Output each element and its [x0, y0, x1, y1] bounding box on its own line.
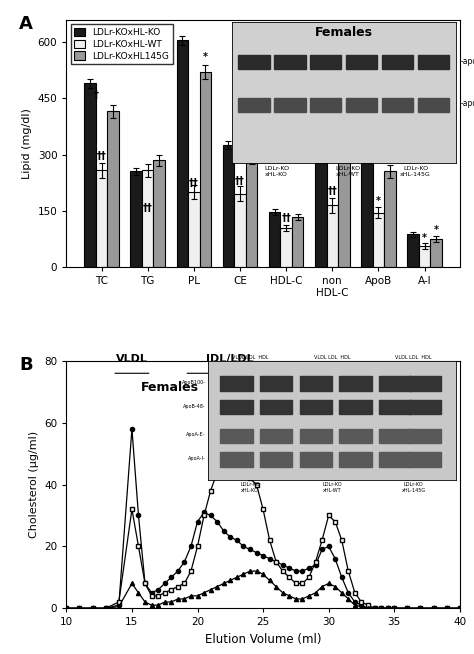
Line: LDLr-KOxHL-KO: LDLr-KOxHL-KO	[64, 427, 462, 610]
Text: *: *	[422, 233, 427, 243]
Bar	[200, 72, 211, 267]
LDLr-KOxHL-WT	[201, 511, 207, 519]
Line: LDLr-KOxHL145G: LDLr-KOxHL145G	[64, 569, 462, 610]
Text: Females: Females	[141, 381, 199, 394]
Bar	[188, 192, 200, 267]
Text: ††: ††	[97, 151, 107, 162]
LDLr-KOxHL-WT	[195, 542, 201, 550]
Bar	[292, 217, 303, 267]
Bar	[223, 145, 234, 267]
LDLr-KOxHL-WT	[319, 536, 325, 544]
LDLr-KOxHL145G	[247, 567, 253, 575]
LDLr-KOxHL-KO	[319, 545, 325, 553]
Text: *: *	[376, 196, 381, 206]
Text: IDL/LDL: IDL/LDL	[207, 354, 254, 364]
Bar	[384, 171, 396, 267]
LDLr-KOxHL-KO	[208, 511, 213, 519]
LDLr-KOxHL-WT	[168, 586, 174, 594]
LDLr-KOxHL-KO	[444, 604, 449, 612]
LDLr-KOxHL-KO	[339, 574, 345, 581]
LDLr-KOxHL145G	[444, 604, 449, 612]
LDLr-KOxHL-WT	[444, 604, 449, 612]
LDLr-KOxHL145G	[319, 583, 325, 591]
LDLr-KOxHL145G	[201, 589, 207, 596]
Bar	[338, 149, 350, 267]
Bar	[269, 212, 281, 267]
Text: VLDL: VLDL	[116, 354, 148, 364]
Bar	[430, 239, 442, 267]
LDLr-KOxHL145G	[195, 592, 201, 600]
LDLr-KOxHL-WT	[457, 604, 463, 612]
LDLr-KOxHL-WT	[339, 536, 345, 544]
LDLr-KOxHL145G	[457, 604, 463, 612]
LDLr-KOxHL-KO	[129, 425, 135, 433]
Legend: LDLr-KOxHL-KO, LDLr-KOxHL-WT, LDLr-KOxHL145G: LDLr-KOxHL-KO, LDLr-KOxHL-WT, LDLr-KOxHL…	[71, 24, 173, 64]
Bar	[315, 100, 327, 267]
Bar	[234, 194, 246, 267]
Line: LDLr-KOxHL-WT: LDLr-KOxHL-WT	[64, 460, 462, 611]
Text: *: *	[387, 151, 392, 162]
Bar	[407, 234, 419, 267]
LDLr-KOxHL-KO	[201, 508, 207, 516]
Bar	[130, 171, 142, 267]
LDLr-KOxHL-WT	[221, 459, 227, 467]
Text: ††: ††	[281, 213, 291, 223]
Text: A: A	[19, 14, 33, 33]
LDLr-KOxHL-WT	[64, 604, 69, 612]
Text: B: B	[19, 356, 33, 374]
LDLr-KOxHL-KO	[175, 567, 181, 575]
Text: ††: ††	[235, 177, 245, 186]
Bar	[361, 152, 373, 267]
Text: ††: ††	[143, 203, 153, 213]
LDLr-KOxHL-KO	[457, 604, 463, 612]
Bar	[154, 160, 165, 267]
Text: †: †	[93, 90, 98, 100]
Bar	[373, 213, 384, 267]
Text: ††: ††	[189, 179, 199, 188]
Bar	[419, 247, 430, 267]
Text: *: *	[203, 52, 208, 61]
LDLr-KOxHL-KO	[64, 604, 69, 612]
Text: †: †	[243, 139, 248, 149]
Bar	[142, 170, 154, 267]
Text: ††: ††	[328, 186, 337, 196]
Text: HDL: HDL	[327, 404, 352, 413]
LDLr-KOxHL145G	[168, 598, 174, 606]
Bar	[84, 83, 96, 267]
LDLr-KOxHL145G	[339, 589, 345, 596]
Bar	[176, 41, 188, 267]
Text: †: †	[336, 129, 340, 139]
Text: *: *	[434, 225, 438, 235]
Bar	[96, 170, 107, 267]
Y-axis label: Cholesterol (μg/ml): Cholesterol (μg/ml)	[28, 431, 39, 538]
LDLr-KOxHL145G	[64, 604, 69, 612]
X-axis label: Elution Volume (ml): Elution Volume (ml)	[205, 633, 321, 645]
Bar	[281, 228, 292, 267]
Bar	[107, 111, 119, 267]
Y-axis label: Lipid (mg/dl): Lipid (mg/dl)	[22, 108, 32, 179]
Bar	[246, 158, 257, 267]
Bar	[327, 205, 338, 267]
